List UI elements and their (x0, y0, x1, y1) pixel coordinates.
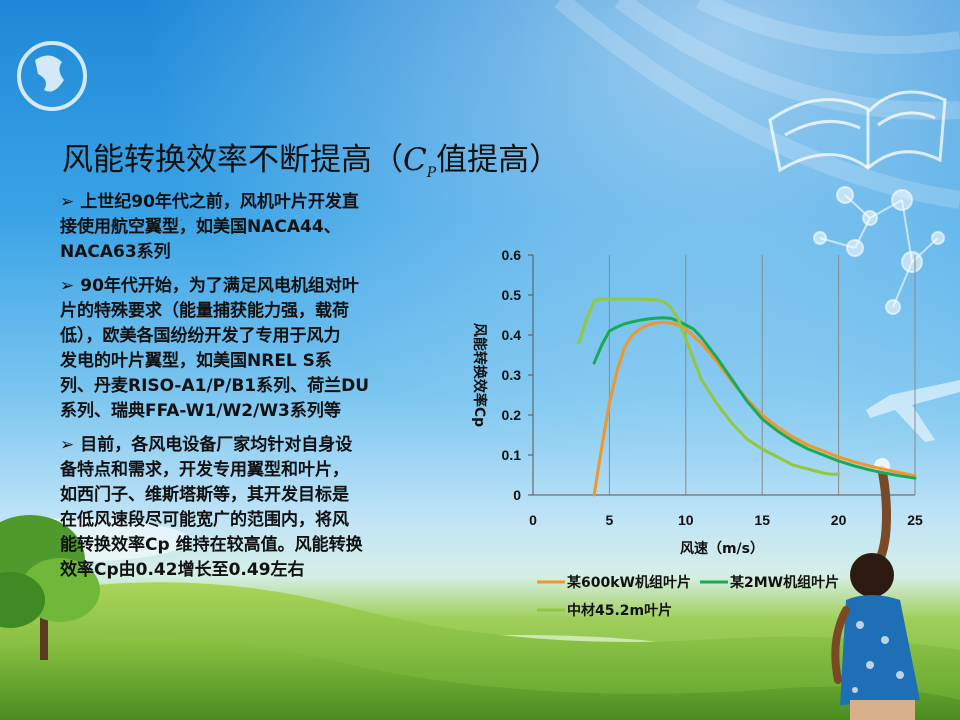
paragraph-2: ➢ 90年代开始，为了满足风电机组对叶 片的特殊要求（能量捕获能力强，载荷 低），… (60, 274, 436, 424)
y-tick-label: 0.2 (502, 407, 522, 423)
series-line-3 (577, 297, 841, 476)
text-line: 目前，各风电设备厂家均针对自身设 (80, 435, 353, 455)
logo-icon (17, 41, 87, 111)
legend-label: 某2MW机组叶片 (730, 574, 839, 591)
arrow-bullet-icon: ➢ (60, 276, 75, 296)
text-line: 备特点和需求，开发专用翼型和叶片， (60, 460, 349, 480)
body-text: ➢ 上世纪90年代之前，风机叶片开发直 接使用航空翼型，如美国NACA44、 NA… (60, 190, 436, 592)
text-line: 能转换效率Cp 维持在较高值。风能转换 (60, 535, 363, 555)
text-line: 上世纪90年代之前，风机叶片开发直 (80, 192, 359, 212)
text-line: 列、丹麦RISO-A1/P/B1系列、荷兰DU (60, 376, 370, 396)
x-tick-label: 5 (606, 512, 614, 528)
text-line: 在低风速段尽可能宽广的范围内，将风 (60, 510, 349, 530)
x-tick-label: 25 (907, 512, 923, 528)
text-line: 系列、瑞典FFA-W1/W2/W3系列等 (60, 401, 341, 421)
y-tick-label: 0 (513, 487, 521, 503)
text-line: 90年代开始，为了满足风电机组对叶 (80, 276, 359, 296)
x-tick-label: 10 (678, 512, 694, 528)
legend-label: 中材45.2m叶片 (567, 602, 672, 619)
tree-icon (0, 515, 100, 660)
text-line: NACA63系列 (60, 242, 171, 262)
legend-label: 某600kW机组叶片 (567, 574, 691, 591)
x-tick-label: 15 (754, 512, 770, 528)
arrow-bullet-icon: ➢ (60, 192, 75, 212)
x-tick-label: 0 (529, 512, 537, 528)
y-tick-label: 0.4 (502, 327, 522, 343)
y-tick-label: 0.3 (502, 367, 522, 383)
molecule-icon (813, 186, 945, 315)
series-line-1 (592, 320, 917, 497)
text-line: 低），欧美各国纷纷开发了专用于风力 (60, 326, 341, 346)
x-tick-label: 20 (831, 512, 847, 528)
child-figure-icon (831, 458, 920, 720)
airplane-icon (866, 380, 960, 442)
paragraph-1: ➢ 上世纪90年代之前，风机叶片开发直 接使用航空翼型，如美国NACA44、 NA… (60, 190, 436, 265)
page-title: 风能转换效率不断提高（CP值提高） (62, 142, 561, 182)
arrow-bullet-icon: ➢ (60, 435, 75, 455)
text-line: 片的特殊要求（能量捕获能力强，载荷 (60, 301, 349, 321)
text-line: 发电的叶片翼型，如美国NREL S系 (60, 351, 332, 371)
book-icon (768, 90, 947, 173)
cp-line-chart: 0 0.1 0.2 0.3 0.4 0.5 0.6 0 5 10 15 20 25 风速（m/s） 风能转换… (471, 247, 923, 619)
y-axis-label: 风能转换效率Cp (471, 323, 488, 427)
y-tick-label: 0.5 (502, 287, 522, 303)
y-tick-label: 0.6 (502, 247, 522, 263)
y-tick-label: 0.1 (502, 447, 522, 463)
x-axis-label: 风速（m/s） (680, 540, 764, 557)
text-line: 接使用航空翼型，如美国NACA44、 (60, 217, 341, 237)
series-line-2 (592, 316, 917, 480)
text-line: 如西门子、维斯塔斯等，其开发目标是 (60, 485, 349, 505)
paragraph-3: ➢ 目前，各风电设备厂家均针对自身设 备特点和需求，开发专用翼型和叶片， 如西门子… (60, 433, 436, 583)
text-line: 效率Cp由0.42增长至0.49左右 (60, 560, 305, 580)
